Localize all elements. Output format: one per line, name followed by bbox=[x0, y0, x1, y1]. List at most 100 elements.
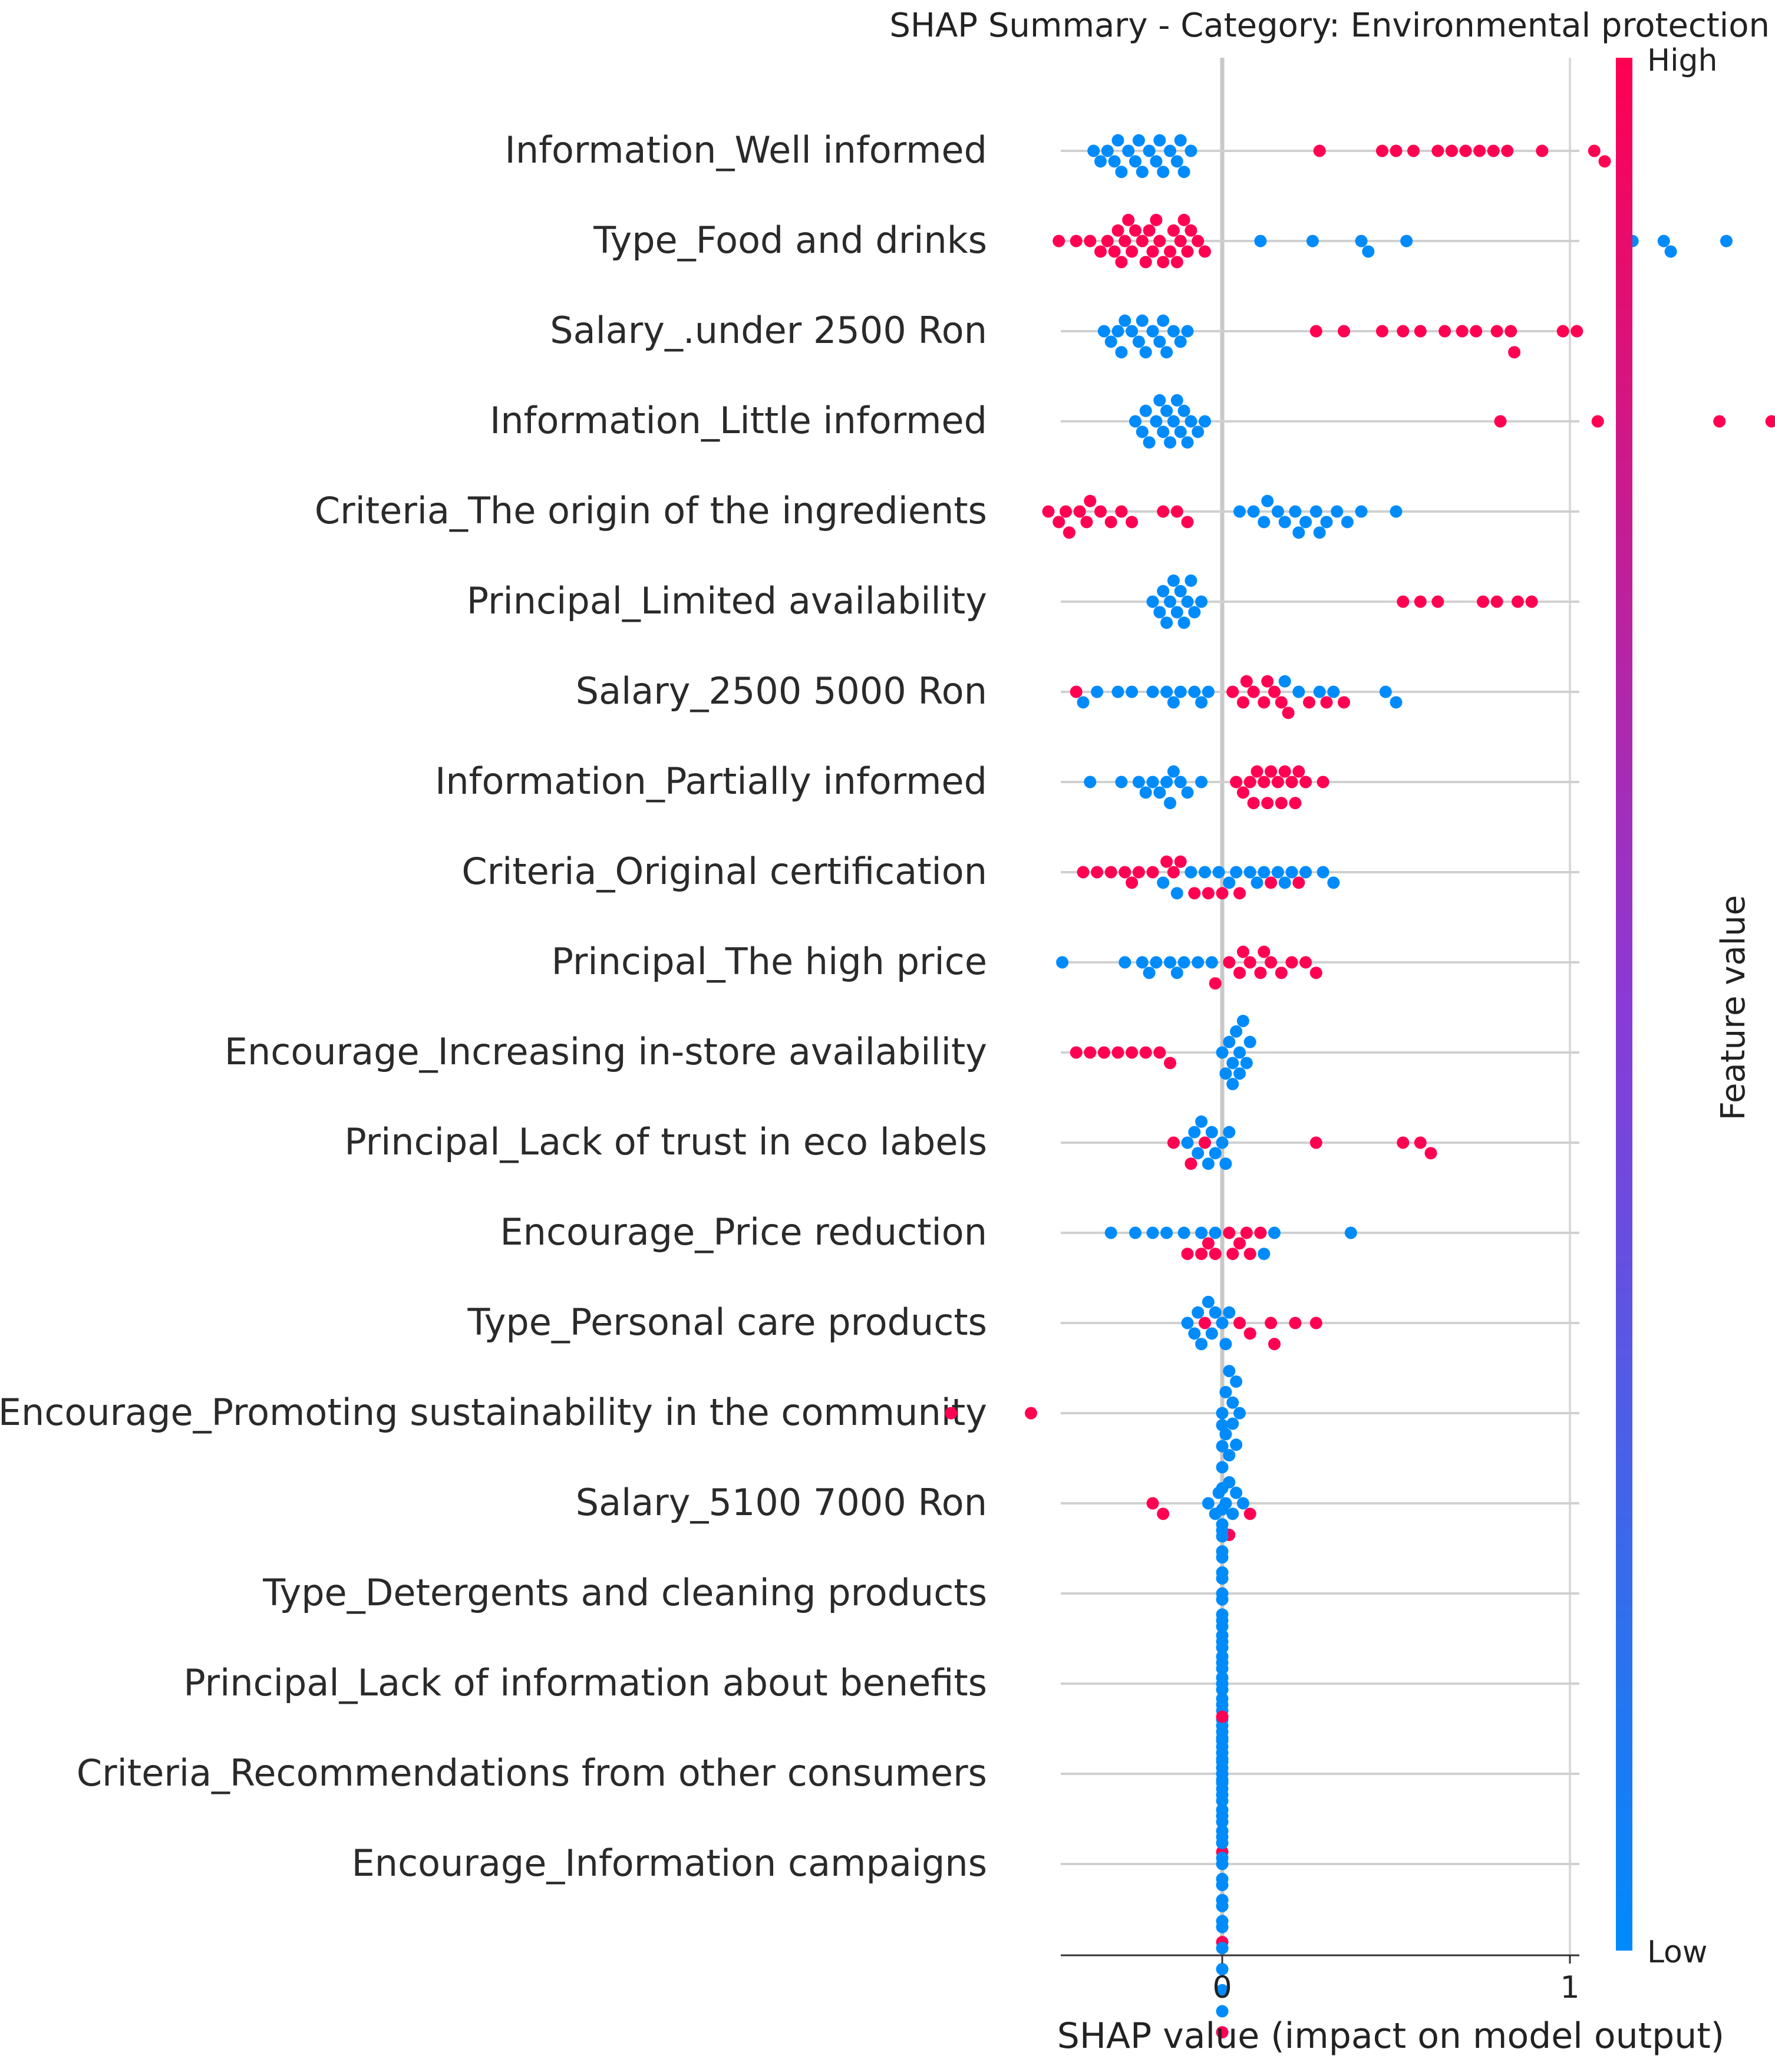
shap-point-low bbox=[1202, 1295, 1215, 1308]
shap-point-low bbox=[1170, 155, 1183, 168]
feature-label-12: Encourage_Price reduction bbox=[500, 1210, 988, 1253]
shap-point-low bbox=[1209, 1226, 1222, 1239]
colorbar-high-label: High bbox=[1647, 43, 1718, 78]
shap-point-high bbox=[1397, 595, 1410, 608]
shap-point-low bbox=[1216, 1572, 1229, 1585]
shap-point-high bbox=[1571, 325, 1583, 338]
shap-point-low bbox=[1129, 155, 1141, 168]
shap-point-low bbox=[1223, 1365, 1236, 1378]
feature-points-6 bbox=[1070, 675, 1403, 720]
shap-point-low bbox=[1251, 876, 1263, 889]
shap-point-high bbox=[1216, 2026, 1229, 2039]
shap-point-low bbox=[1188, 685, 1201, 698]
shap-point-low bbox=[1136, 425, 1149, 438]
shap-point-low bbox=[1164, 595, 1176, 608]
shap-point-low bbox=[1216, 1641, 1229, 1654]
shap-point-low bbox=[1177, 956, 1190, 969]
shap-point-high bbox=[1080, 516, 1093, 529]
shap-point-low bbox=[1233, 1407, 1246, 1420]
shap-point-low bbox=[1115, 166, 1128, 179]
shap-point-low bbox=[1195, 1338, 1208, 1351]
feature-points-19 bbox=[1216, 1710, 1229, 2039]
shap-point-low bbox=[1174, 685, 1187, 698]
feature-label-13: Type_Personal care products bbox=[467, 1301, 987, 1344]
shap-point-low bbox=[1084, 776, 1097, 788]
shap-point-high bbox=[1126, 876, 1139, 889]
shap-point-low bbox=[1129, 415, 1141, 428]
shap-point-low bbox=[1150, 956, 1163, 969]
shap-point-low bbox=[1185, 144, 1197, 157]
shap-point-low bbox=[1115, 346, 1128, 359]
shap-point-low bbox=[1216, 1551, 1229, 1564]
shap-point-low bbox=[1243, 866, 1256, 879]
colorbar-low-label: Low bbox=[1647, 1935, 1707, 1970]
feature-points-2 bbox=[1097, 314, 1583, 359]
shap-point-low bbox=[1185, 574, 1197, 587]
shap-point-low bbox=[1216, 1593, 1229, 1606]
feature-points-7 bbox=[1084, 765, 1329, 810]
shap-point-low bbox=[1278, 516, 1291, 529]
shap-point-high bbox=[1157, 256, 1170, 269]
shap-point-low bbox=[1181, 1317, 1194, 1329]
shap-point-high bbox=[1126, 245, 1139, 258]
shap-point-high bbox=[1243, 1248, 1256, 1261]
shap-point-low bbox=[1212, 866, 1225, 879]
shap-point-high bbox=[1431, 144, 1444, 157]
shap-point-high bbox=[1407, 144, 1420, 157]
shap-point-low bbox=[1233, 1067, 1246, 1080]
feature-label-8: Criteria_Original certification bbox=[461, 850, 987, 893]
shap-point-low bbox=[1219, 1385, 1232, 1398]
shap-point-low bbox=[1219, 1157, 1232, 1170]
shap-point-low bbox=[1216, 1530, 1229, 1543]
shap-point-low bbox=[1223, 1035, 1236, 1048]
shap-point-high bbox=[1070, 685, 1083, 698]
shap-point-low bbox=[1153, 786, 1166, 799]
shap-point-high bbox=[1598, 155, 1611, 168]
shap-point-low bbox=[1177, 1226, 1190, 1239]
shap-point-low bbox=[1379, 685, 1392, 698]
shap-point-high bbox=[1094, 505, 1107, 518]
shap-point-high bbox=[1119, 866, 1131, 879]
shap-point-low bbox=[1115, 776, 1128, 788]
shap-point-high bbox=[1216, 887, 1229, 900]
shap-point-low bbox=[1181, 325, 1194, 338]
shap-point-high bbox=[1167, 1136, 1180, 1149]
shap-point-low bbox=[1299, 516, 1312, 529]
shap-point-high bbox=[1181, 516, 1194, 529]
shap-point-high bbox=[1278, 765, 1291, 778]
shap-point-low bbox=[1306, 235, 1319, 248]
shap-point-low bbox=[1126, 325, 1139, 338]
shap-point-low bbox=[1091, 685, 1104, 698]
shap-point-low bbox=[1223, 1449, 1236, 1461]
shap-point-low bbox=[1268, 1226, 1281, 1239]
shap-point-low bbox=[1216, 1440, 1229, 1453]
shap-point-low bbox=[1126, 685, 1139, 698]
shap-point-high bbox=[1111, 224, 1124, 237]
shap-point-low bbox=[1226, 1057, 1239, 1070]
shap-point-low bbox=[1174, 776, 1187, 788]
shap-point-low bbox=[1216, 1836, 1229, 1849]
shap-point-low bbox=[1223, 1306, 1236, 1319]
gridlines bbox=[1220, 58, 1571, 1955]
shap-point-low bbox=[1216, 1773, 1229, 1786]
shap-points bbox=[945, 134, 1775, 2039]
shap-point-low bbox=[1216, 1857, 1229, 1870]
shap-point-high bbox=[1233, 887, 1246, 900]
shap-point-high bbox=[1505, 325, 1517, 338]
shap-point-high bbox=[1247, 797, 1260, 810]
shap-point-low bbox=[1271, 866, 1284, 879]
shap-point-low bbox=[1216, 1683, 1229, 1696]
shap-point-low bbox=[1111, 685, 1124, 698]
shap-point-high bbox=[1261, 675, 1274, 688]
shap-point-low bbox=[1174, 335, 1187, 348]
shap-point-high bbox=[1265, 1317, 1278, 1329]
shap-point-low bbox=[1230, 1438, 1243, 1451]
shap-point-low bbox=[1160, 776, 1173, 788]
shap-point-low bbox=[1216, 1317, 1229, 1329]
shap-point-high bbox=[1146, 866, 1159, 879]
shap-point-high bbox=[1289, 1317, 1302, 1329]
colorbar-title: Feature value bbox=[1714, 895, 1753, 1120]
shap-point-low bbox=[1160, 616, 1173, 629]
shap-point-low bbox=[1174, 134, 1187, 147]
shap-point-low bbox=[1327, 685, 1340, 698]
